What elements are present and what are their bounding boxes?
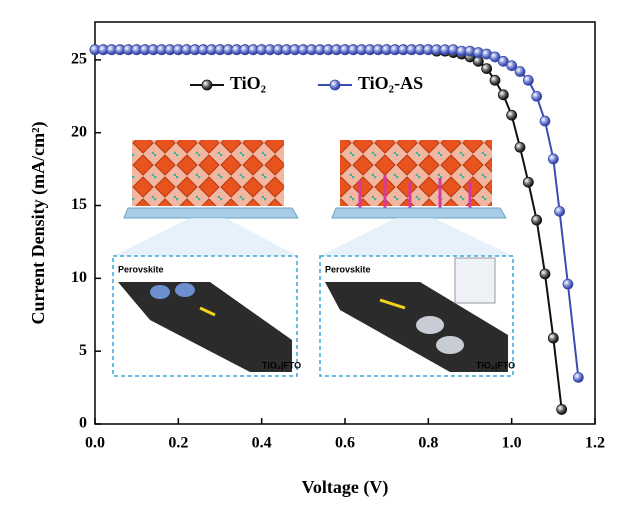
x-axis-label: Voltage (V) bbox=[302, 477, 389, 498]
substrate bbox=[331, 207, 507, 219]
data-point bbox=[539, 268, 551, 280]
data-point bbox=[562, 278, 574, 290]
annotation: Perovskite bbox=[118, 264, 164, 274]
data-point bbox=[514, 66, 526, 77]
data-point bbox=[522, 176, 534, 188]
y-tick-label: 0 bbox=[79, 415, 87, 432]
x-tick-label: 0.6 bbox=[335, 435, 355, 452]
legend-marker bbox=[329, 79, 341, 91]
x-tick-label: 0.0 bbox=[85, 435, 105, 452]
data-point bbox=[506, 109, 518, 121]
data-point bbox=[556, 404, 568, 415]
road bbox=[118, 282, 292, 372]
legend-label: TiO₂-AS bbox=[358, 73, 423, 93]
y-axis-label: Current Density (mA/cm²) bbox=[28, 121, 49, 324]
data-point bbox=[572, 371, 584, 383]
zoom-wedge bbox=[320, 218, 513, 256]
data-point bbox=[481, 63, 493, 75]
inset-illustration bbox=[112, 140, 514, 377]
data-point bbox=[506, 60, 518, 72]
crystal bbox=[340, 140, 492, 206]
data-point bbox=[514, 141, 526, 153]
data-point bbox=[531, 214, 543, 226]
x-tick-label: 0.8 bbox=[418, 435, 438, 452]
data-point bbox=[497, 89, 509, 101]
x-tick-label: 1.0 bbox=[502, 435, 522, 452]
data-point bbox=[554, 205, 565, 217]
y-tick-label: 10 bbox=[71, 269, 87, 286]
crystal bbox=[132, 140, 284, 206]
data-point bbox=[547, 153, 559, 165]
y-tick-label: 5 bbox=[79, 342, 87, 359]
y-tick-label: 15 bbox=[71, 196, 87, 213]
legend-label: TiO₂ bbox=[230, 73, 266, 93]
data-point bbox=[489, 74, 501, 86]
data-point bbox=[539, 115, 551, 127]
x-tick-label: 1.2 bbox=[585, 435, 605, 452]
annotation: TiO₂|FTO bbox=[476, 360, 515, 370]
data-point bbox=[522, 74, 534, 86]
data-point bbox=[489, 51, 501, 63]
y-tick-label: 25 bbox=[71, 51, 87, 68]
substrate bbox=[123, 207, 299, 219]
annotation: Perovskite bbox=[325, 264, 371, 274]
x-tick-label: 0.2 bbox=[168, 435, 188, 452]
y-tick-label: 20 bbox=[71, 123, 87, 140]
x-tick-label: 0.4 bbox=[252, 435, 272, 452]
data-point bbox=[497, 55, 509, 67]
legend-marker bbox=[201, 79, 213, 91]
data-point bbox=[547, 332, 559, 344]
data-point bbox=[531, 90, 543, 102]
annotation: TiO₂|FTO bbox=[262, 360, 301, 370]
zoom-wedge bbox=[113, 218, 297, 256]
